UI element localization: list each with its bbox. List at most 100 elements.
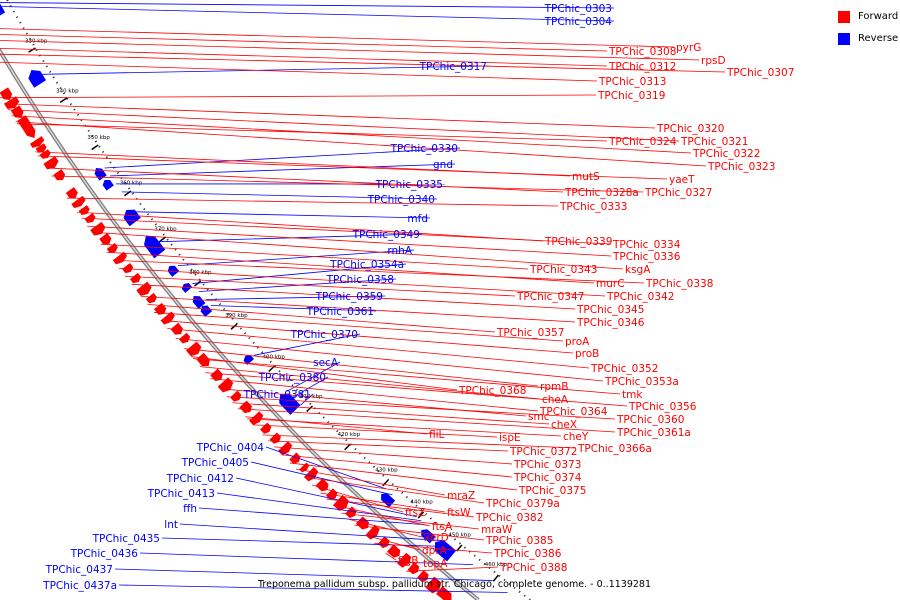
label-leader [232,402,550,425]
forward-gene-label: ftsA [432,521,453,533]
forward-gene-label: murC [596,278,625,290]
reverse-gene-label: TPChic_0380 [258,372,326,384]
forward-gene-label: TPChic_0374 [513,472,582,484]
label-leader [300,393,314,406]
forward-gene-label: TPChic_0360 [616,414,684,426]
label-leader [177,249,415,267]
legend-item-reverse: Reverse [838,31,898,46]
forward-gene-label: TPChic_0324 [608,136,677,148]
forward-gene-label: topA [423,558,448,570]
forward-gene-label: TPChic_0364 [539,406,608,418]
label-leader [262,434,577,449]
forward-gene-arrow [4,96,20,110]
label-leader [91,231,624,270]
forward-gene-label: proB [575,348,599,360]
label-leader [15,121,707,167]
forward-gene-label: TPChic_0346 [576,317,645,329]
scale-tick [417,511,425,519]
forward-gene-label: TPChic_0356 [628,401,697,413]
label-leader [160,320,574,354]
label-leader [0,40,700,61]
label-leaders [0,2,726,593]
forward-gene-arrow [170,322,183,335]
scale-label: 450 kbp [448,532,471,538]
label-leader [0,94,597,99]
label-leader [37,155,668,180]
forward-gene-arrow [186,341,202,357]
label-leader [112,259,645,284]
forward-gene-label: TPChic_0352 [590,363,658,375]
forward-gene-label: xerD [424,532,449,544]
reverse-gene-arrow [0,3,6,16]
forward-gene-arrow [35,143,47,153]
label-leader [192,263,407,284]
scale-label: 350 kbp [87,135,110,141]
reverse-gene-label: gnd [433,159,453,171]
forward-gene-arrow [122,262,134,274]
label-leader [281,454,513,478]
label-leader [4,103,656,129]
forward-gene-arrow [84,213,96,224]
label-leader [303,476,485,504]
label-leader [175,338,604,382]
label-leader [184,348,539,387]
label-leader [121,191,438,200]
forward-gene-label: TPChic_0373 [513,459,581,471]
forward-gene-label: TPChic_0379a [485,498,560,510]
label-leader [265,446,387,490]
label-leader [237,408,616,433]
forward-gene-label: TPChic_0323 [707,161,775,173]
scale-label: 420 kbp [338,432,361,438]
label-leader [11,115,692,154]
forward-gene-label: pyrG [676,42,701,54]
forward-gene-label: TPChic_0338 [645,278,713,290]
forward-gene-label: TPChic_0308 [608,46,676,58]
forward-gene-label: TPChic_0353a [604,376,679,388]
forward-gene-label: flgB [398,555,418,567]
forward-gene-arrow [145,292,157,304]
label-leader [1,6,615,22]
forward-gene-arrow [53,169,66,181]
forward-gene-label: TPChic_0347 [516,291,584,303]
reverse-gene-label: TPChic_0359 [315,291,383,303]
forward-gene-label: TPChic_0327 [644,187,712,199]
scale-tick [492,574,499,582]
forward-gene-arrow [90,221,106,236]
label-leader [274,446,513,465]
forward-gene-arrow [129,272,142,284]
label-leader [131,283,576,310]
label-leader [110,163,456,177]
forward-gene-arrow [397,552,412,568]
label-leader [385,552,397,561]
label-leader [7,109,680,142]
reverse-gene-arrow [200,305,213,317]
forward-gene-label: TPChic_0321 [680,136,748,148]
forward-gene-label: TPChic_0342 [606,291,674,303]
label-leader [0,2,615,9]
reverse-gene-label: TPChic_0404 [196,442,265,454]
forward-gene-label: rpmB [540,381,568,393]
scale-tick [158,236,167,243]
label-leader [374,542,493,554]
label-leader [292,376,329,398]
label-leader [42,65,490,75]
forward-gene-arrow [333,494,349,511]
label-leader [286,361,341,392]
label-leader [0,61,598,82]
forward-gene-label: smc [528,411,550,423]
forward-gene-arrow [210,368,223,381]
reverse-gene-label: TPChic_0381 [243,389,311,401]
forward-gene-label: TPChic_0339 [544,236,612,248]
scale-dots [6,0,531,600]
scale-tick [28,47,36,53]
scale-tick [382,479,389,487]
scale-label: 400 kbp [262,355,285,361]
reverse-gene-label: TPChic_0370 [290,329,358,341]
forward-gene-label: TPChic_0322 [692,148,760,160]
forward-gene-label: ispE [499,432,521,444]
label-leader [118,267,606,297]
forward-gene-label: TPChic_0368 [458,385,526,397]
label-leader [81,217,612,245]
